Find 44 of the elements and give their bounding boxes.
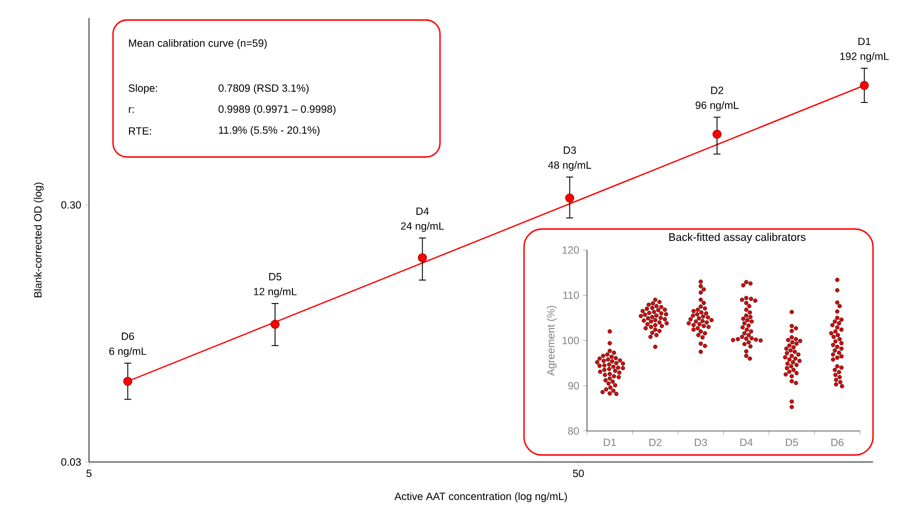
annotation: r:	[128, 107, 134, 113]
x-tick-label: D3	[694, 438, 707, 446]
y-tick-label: 110	[563, 292, 579, 299]
x-tick-label: D1	[604, 438, 616, 446]
point	[565, 194, 574, 203]
point	[712, 130, 722, 139]
point	[418, 253, 427, 262]
annotation: RTE:	[129, 127, 151, 135]
annotation: 192 ng/mL	[840, 52, 889, 62]
y-tick-label: 80	[568, 427, 579, 435]
x-tick-label: D6	[831, 438, 844, 446]
point	[860, 80, 869, 90]
chart-title: Back-fitted assay calibrators	[669, 232, 806, 244]
x-tick-label: 5	[86, 470, 92, 478]
annotation: Slope:	[128, 84, 158, 94]
annotation: 0.9989 (0.9971 – 0.9998)	[218, 105, 336, 115]
annotation: D5	[269, 273, 282, 280]
annotation: 24 ng/mL	[401, 222, 444, 232]
x-tick-label: D4	[740, 438, 753, 446]
point	[270, 320, 280, 329]
x-tick-label: D2	[649, 438, 662, 446]
x-tick-label: D5	[786, 438, 798, 446]
y-tick-label: 90	[568, 382, 579, 390]
annotation: 96 ng/mL	[696, 101, 739, 112]
annotation: 0.7809 (RSD 3.1%)	[218, 84, 309, 94]
annotation: D3	[564, 146, 576, 154]
annotation: 6 ng/mL	[109, 347, 146, 357]
y-tick-label: 120	[562, 246, 579, 254]
annotation: Mean calibration curve (n=59)	[129, 39, 267, 49]
x-axis-title: Active AAT concentration (log ng/mL)	[394, 492, 567, 502]
y-tick-label: 100	[562, 336, 579, 344]
annotation: D4	[416, 208, 429, 215]
annotation: D2	[711, 86, 724, 94]
annotation: D1	[858, 38, 871, 46]
y-tick-label: 0.30	[61, 201, 81, 209]
x-tick-label: 50	[572, 470, 584, 478]
point	[123, 376, 132, 386]
y-axis-title: Blank-corrected OD (log)	[34, 182, 44, 298]
annotation: 11.9% (5.5% - 20.1%)	[219, 126, 320, 136]
y-tick-label: 0.03	[61, 458, 81, 466]
annotation: D6	[122, 332, 134, 340]
annotation: 12 ng/mL	[254, 288, 297, 298]
y-axis-title: Agreement (%)	[546, 306, 557, 376]
annotation: 48 ng/mL	[548, 161, 592, 171]
